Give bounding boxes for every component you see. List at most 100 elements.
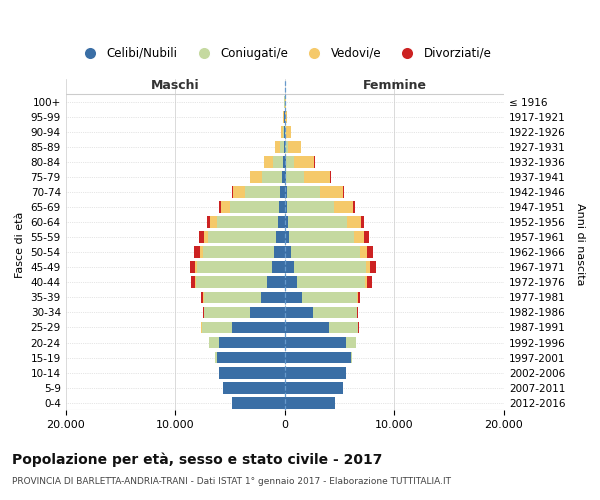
Legend: Celibi/Nubili, Coniugati/e, Vedovi/e, Divorziati/e: Celibi/Nubili, Coniugati/e, Vedovi/e, Di… bbox=[73, 42, 496, 64]
Bar bbox=[285, 276, 297, 288]
Bar bbox=[210, 216, 217, 228]
Bar bbox=[287, 186, 320, 198]
Bar bbox=[199, 232, 204, 243]
Bar bbox=[285, 322, 329, 334]
Bar bbox=[286, 126, 291, 138]
Bar bbox=[359, 246, 367, 258]
Bar bbox=[358, 292, 360, 304]
Bar bbox=[196, 276, 267, 288]
Bar bbox=[364, 232, 369, 243]
Bar bbox=[272, 262, 285, 273]
Bar bbox=[285, 397, 335, 408]
Bar bbox=[201, 292, 203, 304]
Bar bbox=[284, 141, 285, 152]
Bar bbox=[288, 216, 347, 228]
Text: PROVINCIA DI BARLETTA-ANDRIA-TRANI - Dati ISTAT 1° gennaio 2017 - Elaborazione T: PROVINCIA DI BARLETTA-ANDRIA-TRANI - Dat… bbox=[12, 478, 451, 486]
Bar bbox=[282, 171, 285, 183]
Bar bbox=[285, 186, 287, 198]
Bar bbox=[217, 216, 278, 228]
Bar bbox=[313, 306, 357, 318]
Bar bbox=[361, 216, 364, 228]
Bar bbox=[232, 322, 285, 334]
Bar bbox=[367, 276, 371, 288]
Bar bbox=[297, 276, 365, 288]
Bar bbox=[285, 292, 302, 304]
Text: Popolazione per età, sesso e stato civile - 2017: Popolazione per età, sesso e stato civil… bbox=[12, 452, 382, 467]
Bar bbox=[285, 156, 286, 168]
Bar bbox=[293, 262, 366, 273]
Bar bbox=[334, 201, 353, 213]
Bar bbox=[204, 232, 208, 243]
Bar bbox=[223, 382, 285, 394]
Bar bbox=[285, 352, 350, 364]
Bar bbox=[274, 246, 285, 258]
Bar bbox=[204, 306, 250, 318]
Bar bbox=[276, 232, 285, 243]
Bar bbox=[357, 292, 358, 304]
Bar bbox=[346, 336, 356, 348]
Bar bbox=[367, 246, 373, 258]
Bar bbox=[275, 141, 280, 152]
Bar bbox=[366, 262, 370, 273]
Bar bbox=[286, 111, 287, 122]
Bar bbox=[215, 352, 217, 364]
Bar bbox=[218, 201, 221, 213]
Bar bbox=[262, 171, 282, 183]
Bar bbox=[200, 246, 203, 258]
Bar bbox=[195, 262, 197, 273]
Bar bbox=[285, 201, 287, 213]
Bar bbox=[302, 292, 357, 304]
Bar bbox=[245, 186, 280, 198]
Bar bbox=[206, 216, 210, 228]
Bar bbox=[350, 352, 352, 364]
Y-axis label: Anni di nascita: Anni di nascita bbox=[575, 204, 585, 286]
Bar bbox=[203, 246, 274, 258]
Bar bbox=[217, 352, 285, 364]
Bar bbox=[285, 216, 288, 228]
Bar bbox=[202, 322, 232, 334]
Bar bbox=[370, 262, 376, 273]
Bar bbox=[264, 156, 274, 168]
Bar bbox=[293, 156, 314, 168]
Bar bbox=[285, 367, 346, 378]
Bar bbox=[230, 201, 280, 213]
Bar bbox=[219, 336, 285, 348]
Bar bbox=[285, 171, 286, 183]
Bar bbox=[289, 232, 355, 243]
Bar bbox=[365, 276, 367, 288]
Bar bbox=[287, 201, 334, 213]
Bar bbox=[267, 276, 285, 288]
Bar bbox=[320, 186, 343, 198]
Bar bbox=[343, 186, 344, 198]
Bar bbox=[283, 126, 284, 138]
Bar bbox=[278, 216, 285, 228]
Bar bbox=[191, 276, 195, 288]
Bar bbox=[232, 397, 285, 408]
Bar bbox=[285, 306, 313, 318]
Y-axis label: Fasce di età: Fasce di età bbox=[15, 212, 25, 278]
Bar bbox=[209, 336, 219, 348]
Bar bbox=[285, 382, 343, 394]
Bar bbox=[355, 232, 364, 243]
Bar bbox=[274, 156, 283, 168]
Bar bbox=[261, 292, 285, 304]
Bar bbox=[250, 306, 285, 318]
Bar bbox=[204, 292, 261, 304]
Bar bbox=[194, 246, 200, 258]
Bar bbox=[286, 141, 289, 152]
Bar bbox=[280, 141, 284, 152]
Bar bbox=[280, 201, 285, 213]
Bar bbox=[190, 262, 195, 273]
Bar bbox=[195, 276, 196, 288]
Bar bbox=[283, 156, 285, 168]
Bar bbox=[281, 126, 283, 138]
Bar bbox=[290, 246, 359, 258]
Bar bbox=[285, 232, 289, 243]
Bar bbox=[208, 232, 276, 243]
Bar bbox=[285, 262, 293, 273]
Bar bbox=[233, 186, 245, 198]
Bar bbox=[221, 201, 230, 213]
Bar bbox=[197, 262, 272, 273]
Bar bbox=[280, 186, 285, 198]
Bar bbox=[286, 171, 304, 183]
